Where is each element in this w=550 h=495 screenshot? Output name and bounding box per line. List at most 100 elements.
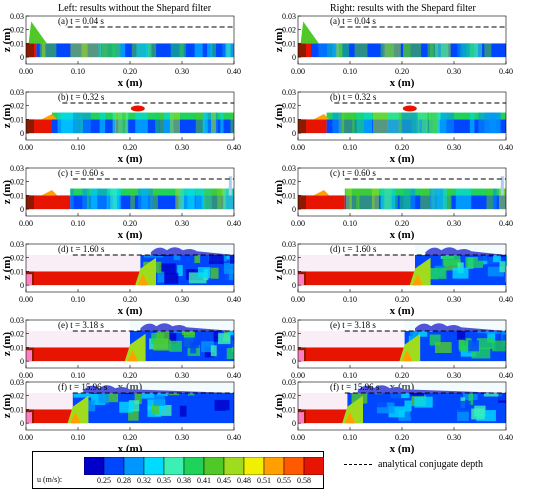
x-tick-label: 0.20 [395, 67, 409, 76]
velocity-patch [498, 188, 506, 210]
x-tick-label: 0.10 [343, 67, 357, 76]
roller-spray [357, 385, 506, 393]
velocity-patch [125, 392, 131, 394]
y-tick-label: 0.02 [282, 330, 296, 339]
velocity-patch [213, 330, 219, 342]
velocity-patch [151, 272, 162, 284]
y-tick-label: 0 [292, 357, 296, 366]
velocity-patch [352, 112, 365, 134]
inflow-region [298, 409, 348, 424]
velocity-patch [197, 267, 211, 279]
y-tick-label: 0.01 [282, 39, 296, 48]
y-tick-label: 0.02 [282, 254, 296, 263]
jump-core [137, 274, 149, 286]
x-tick-label: 0.00 [19, 143, 33, 152]
velocity-patch [493, 254, 501, 263]
inflow-region [298, 347, 405, 362]
velocity-patch [489, 112, 501, 134]
colorbar-label: 0.35 [157, 476, 171, 485]
velocity-patch [194, 43, 203, 58]
x-axis-label: x (m) [390, 443, 415, 455]
velocity-patch [169, 112, 181, 134]
y-tick-label: 0 [20, 357, 24, 366]
y-tick-label: 0.02 [282, 26, 296, 35]
colorbar-swatch [183, 457, 205, 475]
panel-label: (f) t = 15.96 s [58, 382, 108, 392]
velocity-patch [158, 263, 176, 275]
y-tick-label: 0 [292, 205, 296, 214]
velocity-patch [151, 403, 160, 415]
velocity-patch [428, 330, 433, 333]
velocity-patch [220, 112, 224, 134]
velocity-patch [168, 392, 182, 396]
velocity-patch [207, 43, 213, 58]
upstream-zone [26, 274, 32, 286]
velocity-patch [180, 188, 195, 210]
velocity-patch [102, 392, 119, 403]
x-tick-label: 0.40 [227, 433, 241, 442]
velocity-patch [484, 43, 492, 58]
panel-label: (c) t = 0.60 s [58, 168, 104, 178]
x-tick-label: 0.00 [291, 219, 305, 228]
velocity-patch [122, 112, 126, 134]
velocity-patch [130, 188, 135, 210]
y-axis-label: z (m) [273, 180, 285, 204]
y-tick-label: 0.01 [10, 405, 24, 414]
x-tick-label: 0.30 [175, 433, 189, 442]
jump-front [41, 113, 58, 120]
velocity-patch [98, 43, 102, 58]
velocity-patch [349, 188, 360, 210]
colorbar-swatch [283, 457, 305, 475]
x-axis-label: x (m) [118, 305, 143, 317]
velocity-patch [414, 396, 433, 408]
y-axis-label: z (m) [1, 180, 13, 204]
x-tick-label: 0.10 [343, 219, 357, 228]
inflow-region [298, 195, 345, 210]
y-tick-label: 0.03 [282, 240, 296, 249]
y-tick-label: 0.03 [282, 88, 296, 97]
velocity-patch [99, 43, 116, 58]
jump-toe [399, 333, 421, 362]
x-tick-label: 0.20 [123, 433, 137, 442]
velocity-patch [86, 188, 91, 210]
panel-label: (b) t = 0.32 s [58, 92, 105, 102]
panel-label: (f) t = 15.96 s [330, 382, 380, 392]
y-tick-label: 0.01 [282, 267, 296, 276]
x-tick-label: 0.10 [71, 67, 85, 76]
outlet-splash [228, 176, 232, 196]
velocity-patch [426, 268, 447, 279]
velocity-patch [136, 43, 148, 58]
velocity-patch [178, 392, 187, 402]
panel-d-right: 0.03 0.02 0.01 0 0.00 0.10 0.20 0.30 0.40 x (m) z … [273, 240, 513, 317]
x-tick-label: 0.10 [71, 143, 85, 152]
velocity-patch [208, 254, 224, 265]
velocity-patch [163, 112, 174, 134]
y-tick-label: 0 [20, 129, 24, 138]
velocity-patch [427, 43, 439, 58]
velocity-patch [195, 112, 205, 134]
velocity-patch [141, 392, 155, 399]
y-axis-label: z (m) [1, 256, 13, 280]
x-tick-label: 0.30 [175, 143, 189, 152]
velocity-patch [457, 400, 471, 412]
jump-toe [124, 333, 146, 362]
upstream-zone [298, 412, 304, 424]
colorbar-label: 0.41 [197, 476, 211, 485]
velocity-patch [41, 43, 46, 58]
panel-label: (d) t = 1.60 s [330, 244, 377, 254]
y-tick-label: 0 [292, 281, 296, 290]
velocity-patch [169, 340, 182, 352]
velocity-patch [170, 43, 186, 58]
velocity-patch [72, 112, 91, 134]
roller-spray [425, 247, 506, 255]
y-tick-label: 0.01 [10, 191, 24, 200]
velocity-patch [229, 254, 234, 264]
velocity-patch [210, 112, 216, 134]
x-axis-label: x (m) [390, 305, 415, 317]
x-tick-label: 0.00 [291, 295, 305, 304]
velocity-patch [427, 397, 441, 409]
x-tick-label: 0.40 [227, 143, 241, 152]
velocity-patch [355, 188, 360, 210]
velocity-patch [472, 392, 487, 399]
